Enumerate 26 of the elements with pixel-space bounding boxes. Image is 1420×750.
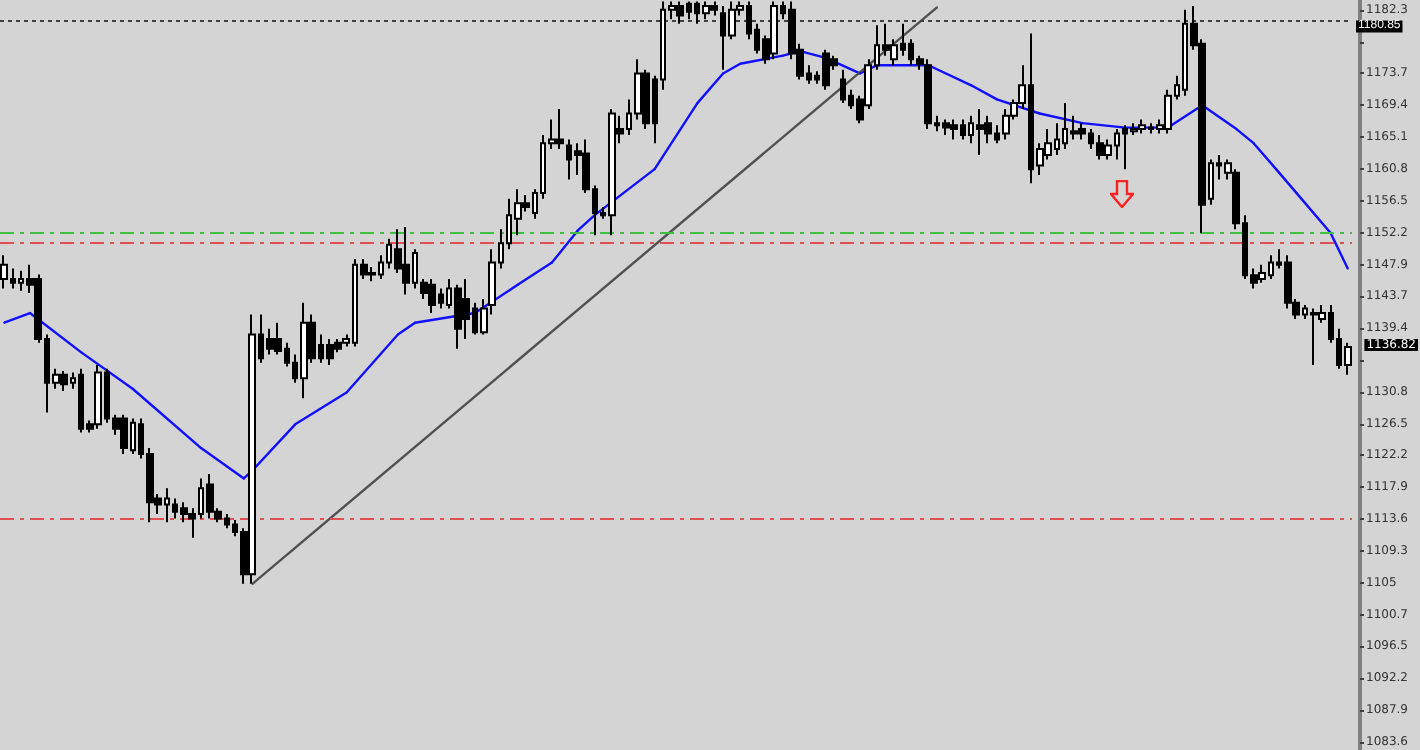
candlestick — [454, 283, 462, 350]
candlestick — [608, 108, 616, 237]
candlestick — [702, 0, 710, 21]
line-series — [3, 49, 1349, 480]
candlestick — [1258, 263, 1266, 284]
candlestick — [428, 277, 436, 315]
candlestick — [710, 0, 718, 17]
candlestick — [1310, 307, 1318, 366]
candlestick — [676, 0, 684, 25]
candlestick — [60, 369, 68, 392]
candlestick — [770, 0, 778, 61]
candlestick — [950, 118, 958, 141]
candlestick — [942, 118, 950, 137]
candlestick — [0, 254, 8, 290]
candlestick — [300, 301, 308, 400]
candlestick — [462, 277, 470, 341]
candlestick — [840, 68, 846, 105]
candlestick — [206, 473, 214, 520]
candlestick — [1096, 134, 1104, 161]
candlestick — [1138, 118, 1146, 135]
candlestick — [556, 108, 564, 151]
candlestick — [976, 108, 984, 157]
candlestick — [94, 363, 102, 430]
candlestick — [120, 413, 128, 456]
candlestick — [326, 338, 334, 366]
candlestick — [402, 226, 410, 296]
